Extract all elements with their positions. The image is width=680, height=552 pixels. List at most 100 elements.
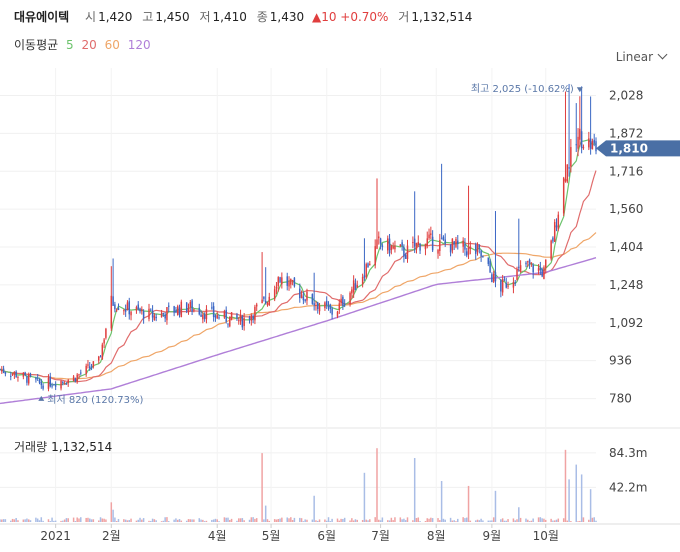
volume-bar [110,502,113,522]
volume-bar [291,520,294,522]
volume-bar [449,517,452,522]
y-tick-label: 1,248 [609,278,643,292]
x-tick-label: 5월 [262,529,281,543]
volume-bar [268,520,271,522]
volume-bar [428,518,430,522]
candle-body [403,247,405,257]
candle-body [180,301,183,317]
volume-bar [99,517,102,522]
candle-body [135,307,138,311]
moving-average-legend[interactable]: 이동평균 5 20 60 120 [14,36,155,53]
volume-bar [160,521,163,522]
candle-body [11,373,14,375]
candle-body [47,377,50,389]
volume-bar [491,520,493,522]
candle-body [342,296,344,306]
volume-bar [275,519,278,522]
candle-body [99,356,102,358]
volume-bar [214,518,217,522]
volume-bar [489,520,491,522]
candle-body [413,238,416,247]
candle-body [51,385,53,387]
candle-body [62,382,64,384]
candle-body [4,372,7,374]
volume-bar [512,518,515,522]
candle-body [17,376,19,378]
candle-body [354,283,357,291]
volume-bar [480,518,482,522]
volume-bar [22,519,25,522]
volume-bar [216,519,218,522]
volume-bar [115,521,118,522]
volume-bar [336,518,339,522]
volume-bar [51,517,53,522]
volume-bar [439,520,441,522]
volume-bar [365,519,367,522]
candle-body [564,178,567,182]
candle-body [212,306,215,317]
close-label: 종 [256,10,268,24]
volume-bar [24,519,26,522]
candle-body [238,320,240,322]
volume-bar [92,519,95,522]
volume-bar [87,517,89,522]
volume-bar [451,520,454,522]
volume-bar [124,519,127,522]
candle-body [361,277,364,285]
volume-bar [80,517,82,522]
candle-body [166,307,168,321]
volume-bar [313,495,315,522]
candle-body [239,314,242,322]
candle-body [464,243,466,250]
volume-bar [311,519,314,522]
volume-bar [352,520,355,522]
candle-body [277,277,280,287]
candle-body [175,310,177,313]
volume-bar [4,519,7,522]
candle-body [518,266,520,268]
volume-bar [53,520,55,522]
volume-bar [437,518,439,522]
candle-body [313,303,315,306]
volume-bar [178,519,181,522]
volume-bar [388,520,391,522]
candle-body [164,314,166,319]
scale-mode-dropdown[interactable]: Linear [616,49,668,64]
volume-bar [401,519,403,522]
x-tick-label: 10월 [533,529,559,543]
candle-body [437,249,439,254]
volume-bar [236,520,238,522]
y-tick-label: 1,092 [609,316,643,330]
candle-body [114,304,116,310]
candle-body [151,310,154,318]
candle-body [480,250,482,257]
candle-body [541,269,543,277]
candle-body [218,317,220,319]
low-value: 1,410 [212,10,247,24]
volume-bar [63,519,66,522]
candle-body [101,344,104,360]
volume-bar [27,519,30,522]
candle-body [225,309,227,322]
candle-body [279,277,281,283]
volume-bar [417,517,420,522]
candle-body [60,380,62,389]
volume-bar [568,479,570,522]
candle-body [378,236,380,239]
candle-body [419,243,421,251]
volume-bar [167,521,170,522]
candle-body [530,262,533,264]
volume-bar [338,520,341,522]
candle-body [388,238,391,254]
candle-body [487,257,490,264]
candle-body [0,369,1,371]
candle-body [462,240,464,247]
candle-body [550,240,552,259]
volume-bar [550,518,552,522]
volume-bar [351,518,353,522]
volume-bar [62,520,64,522]
volume-bar [387,520,389,522]
candle-body [176,306,179,316]
candle-body [399,244,402,247]
